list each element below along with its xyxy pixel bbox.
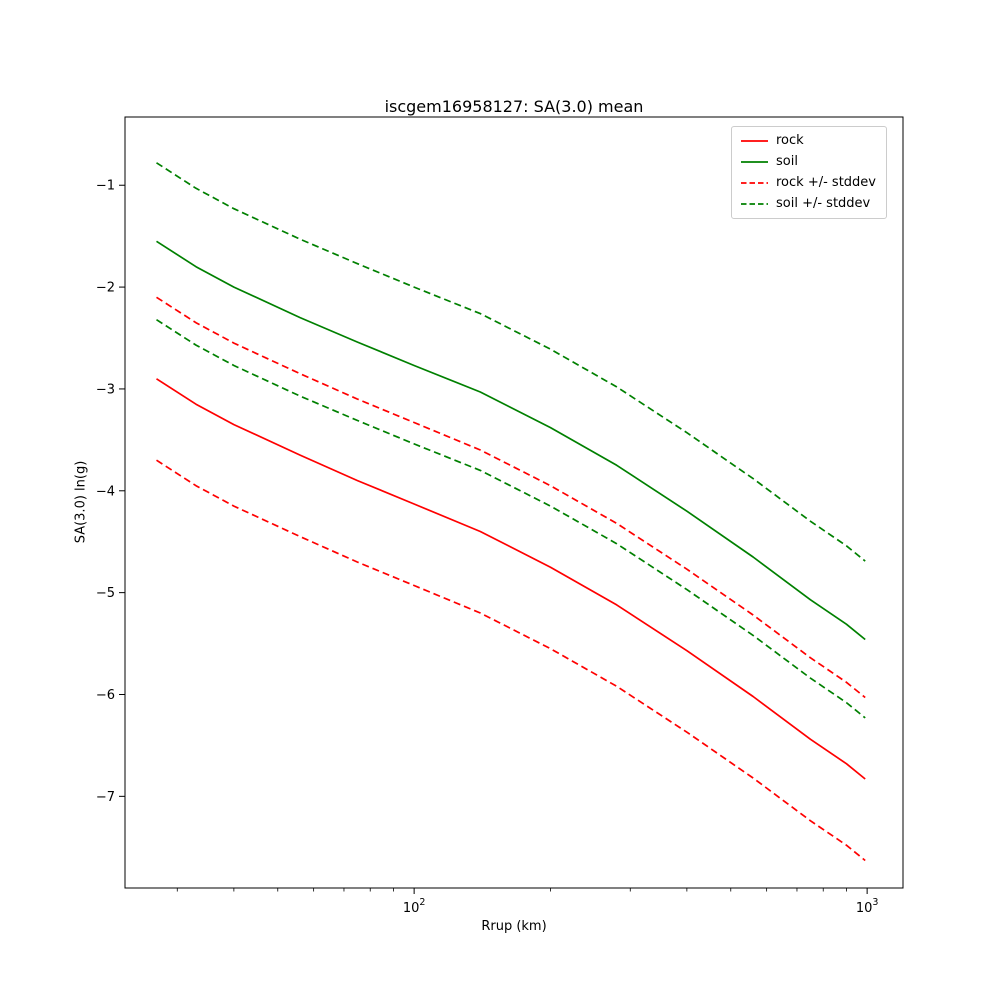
y-tick-label: −2 bbox=[96, 281, 115, 296]
y-tick-label: −4 bbox=[96, 484, 115, 499]
series-line-rock-stddev-upper bbox=[156, 296, 866, 699]
legend-label: rock +/- stddev bbox=[776, 175, 876, 190]
legend-label: rock bbox=[776, 133, 804, 148]
x-tick-label: 103 bbox=[856, 897, 879, 916]
y-tick-label: −1 bbox=[96, 179, 115, 194]
y-axis-label: SA(3.0) ln(g) bbox=[73, 460, 89, 544]
y-tick-label: −7 bbox=[96, 790, 115, 805]
legend-line-sample bbox=[741, 203, 768, 205]
series-line-soil-stddev-upper bbox=[156, 162, 866, 562]
y-tick-label: −3 bbox=[96, 382, 115, 397]
legend: rock soil rock +/- stddev soil +/- stddev bbox=[731, 126, 887, 219]
series-line-soil bbox=[156, 240, 866, 641]
legend-item: soil +/- stddev bbox=[741, 196, 876, 212]
legend-item: rock +/- stddev bbox=[741, 175, 876, 191]
x-tick-label: 102 bbox=[403, 897, 426, 916]
y-tick-label: −5 bbox=[96, 586, 115, 601]
legend-line-sample bbox=[741, 140, 768, 142]
y-tick-label: −6 bbox=[96, 688, 115, 703]
chart-title: iscgem16958127: SA(3.0) mean bbox=[384, 97, 644, 116]
legend-line-sample bbox=[741, 161, 768, 163]
x-axis-label: Rrup (km) bbox=[481, 919, 547, 934]
legend-line-sample bbox=[741, 182, 768, 184]
legend-label: soil +/- stddev bbox=[776, 196, 871, 211]
series-line-soil-stddev-lower bbox=[156, 318, 866, 719]
legend-item: rock bbox=[741, 133, 876, 149]
legend-item: soil bbox=[741, 154, 876, 170]
series-line-rock-stddev-lower bbox=[156, 459, 866, 862]
legend-label: soil bbox=[776, 154, 798, 169]
axes-frame bbox=[124, 116, 904, 889]
series-line-rock bbox=[156, 378, 866, 780]
